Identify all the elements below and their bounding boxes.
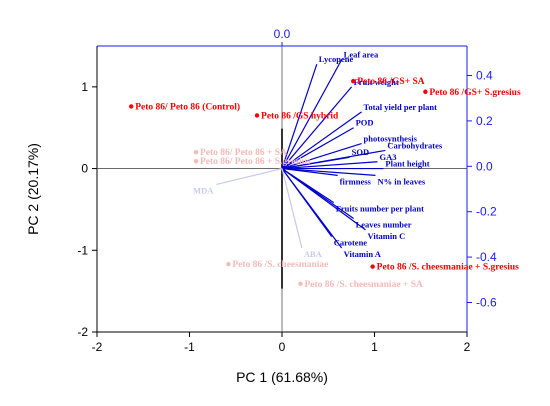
right-tick-label: -0.4: [476, 250, 497, 264]
observation-label: Peto 86 /S. cheesmaniae: [232, 260, 328, 270]
loading-vector: [281, 86, 353, 169]
right-tick-label: 0.2: [476, 114, 493, 128]
observation-point: [370, 264, 375, 269]
x-tick-label: 0: [279, 340, 286, 354]
loading-label: Carotene: [334, 238, 368, 248]
loading-label: Leaf area: [344, 50, 379, 60]
y-tick-label: 0: [81, 162, 88, 176]
loading-vector: [281, 168, 366, 231]
loading-label: Lycopene: [319, 54, 354, 64]
x-tick-label: -2: [92, 340, 103, 354]
x-axis-title: PC 1 (61.68%): [236, 369, 328, 385]
loading-vector: [216, 167, 283, 186]
right-tick-label: -0.6: [476, 295, 497, 309]
right-tick-label: 0.0: [476, 159, 493, 173]
loading-label: Fruit weight: [354, 77, 399, 87]
x-tick-label: -1: [184, 340, 195, 354]
top-tick-label: 0.0: [274, 27, 291, 41]
right-loading-axis-ticks: 0.4 0.2 0.0 -0.2 -0.4 -0.6: [467, 69, 497, 309]
loading-label: firmness: [340, 176, 372, 186]
x-axis-ticks: -2 -1 0 1 2: [92, 332, 471, 354]
loading-vector: [281, 143, 362, 170]
y-tick-label: -1: [77, 243, 88, 257]
loading-label: Vitamin C: [368, 231, 406, 241]
loading-vector: [281, 168, 303, 249]
loading-vector: [281, 167, 338, 176]
loading-label: POD: [356, 118, 374, 128]
loading-label: Leaves number: [356, 220, 412, 230]
loading-vector: [281, 127, 354, 170]
loading-label: Total yield per plant: [364, 102, 438, 112]
loading-vector: [281, 63, 318, 169]
loading-vector: [281, 167, 376, 176]
observation-label: Peto 86/ Peto 86 + S.gresius: [200, 157, 311, 167]
y-tick-label: -2: [77, 325, 88, 339]
loading-vector: [281, 156, 350, 170]
loading-label: ABA: [304, 249, 323, 259]
y-tick-label: 1: [81, 80, 88, 94]
observation-point: [423, 89, 428, 94]
loading-label: Plant height: [385, 159, 429, 169]
loading-label: MDA: [193, 185, 214, 195]
loading-label: N% in leaves: [377, 176, 425, 186]
loading-label: GA3: [379, 152, 396, 162]
observation-label: Peto 86/ Peto 86 + SA: [200, 148, 287, 158]
observation-label: Peto 86 /GS+ S.gresius: [429, 88, 521, 98]
loading-label: SOD: [352, 147, 369, 157]
observation-point: [193, 159, 199, 164]
y-axis-title: PC 2 (20.17%): [25, 143, 41, 235]
observation-point: [193, 150, 199, 155]
observation-point: [351, 78, 356, 84]
right-tick-label: -0.2: [476, 205, 497, 219]
observation-label: Peto 86 /GS+ SA: [357, 77, 425, 87]
observation-label: Peto 86 /GS hybrid: [261, 111, 339, 121]
observation-label: Peto 86/ Peto 86 (Control): [135, 101, 240, 112]
observation-point: [129, 104, 134, 109]
y-axis-ticks: -2 -1 0 1: [77, 80, 97, 339]
loading-label: Fruits number per plant: [336, 204, 424, 214]
loading-vector: [281, 111, 362, 170]
observation-point: [254, 113, 260, 118]
right-tick-label: 0.4: [476, 69, 493, 83]
loading-label: Carbohydrates: [387, 140, 442, 150]
observation-point: [226, 261, 231, 267]
observation-label: Peto 86 /S. cheesmaniae + S.gresius: [377, 263, 519, 273]
x-tick-label: 1: [371, 340, 378, 354]
loading-label: Vitamin A: [344, 249, 382, 259]
observation-point: [298, 281, 303, 286]
loading-label: photosynthesis: [364, 134, 418, 144]
observation-label: Peto 86 /S. cheesmaniae + SA: [305, 280, 423, 290]
loading-vector: [281, 161, 378, 170]
x-tick-label: 2: [464, 340, 471, 354]
loading-vector: [281, 168, 343, 249]
observation-points: Peto 86/ Peto 86 (Control) Peto 86 /GS hy…: [129, 77, 521, 290]
top-loading-axis-ticks: 0.0: [274, 27, 291, 46]
loading-vector: [281, 59, 343, 169]
